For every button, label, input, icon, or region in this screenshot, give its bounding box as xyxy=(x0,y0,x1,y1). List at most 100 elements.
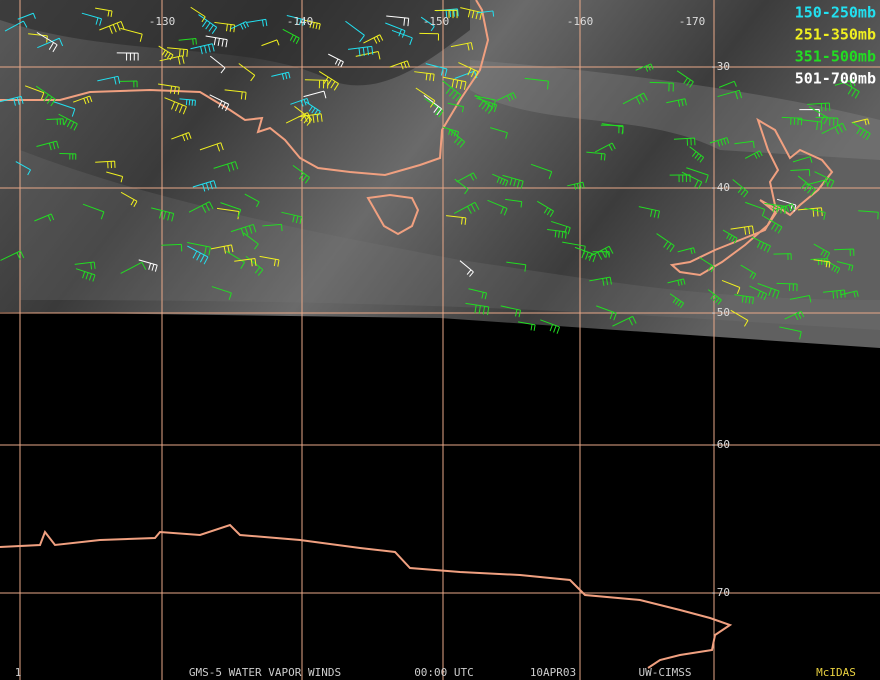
wind-barb xyxy=(635,63,654,72)
wind-barb xyxy=(730,225,755,235)
wind-barb xyxy=(72,95,93,105)
wind-barb xyxy=(220,202,242,217)
antarctica-coast xyxy=(0,523,733,669)
footer-source: UW-CIMSS xyxy=(639,666,692,679)
wind-barb xyxy=(292,164,310,184)
wind-barb xyxy=(638,206,660,219)
wind-barb xyxy=(524,77,549,90)
wind-barb xyxy=(28,33,48,43)
wind-barb xyxy=(447,102,465,113)
wind-barb xyxy=(699,257,715,273)
wind-barb xyxy=(530,163,553,180)
footer-date: 10APR03 xyxy=(530,666,576,679)
wind-barb xyxy=(458,62,479,79)
wind-barb xyxy=(442,80,462,102)
wind-barb xyxy=(775,203,795,214)
wind-barb xyxy=(238,63,256,82)
wind-barb xyxy=(328,53,344,68)
wind-barb xyxy=(304,79,329,89)
wind-barb xyxy=(261,39,280,47)
wind-barb xyxy=(839,79,860,99)
wind-barb xyxy=(199,142,224,152)
wind-barb xyxy=(547,229,567,239)
wind-barb xyxy=(285,112,312,124)
wind-barb xyxy=(686,167,709,183)
wind-barb xyxy=(673,137,696,146)
wind-barb xyxy=(722,229,738,244)
wind-barb xyxy=(496,92,517,102)
wind-barb xyxy=(745,201,766,217)
wind-barb xyxy=(773,253,792,260)
water-vapor-imagery xyxy=(0,0,880,348)
wind-barb xyxy=(171,132,192,142)
wind-barb xyxy=(37,37,64,49)
wind-barb xyxy=(318,71,339,91)
wind-barb xyxy=(594,142,616,153)
wind-barb xyxy=(814,171,835,189)
wind-barb xyxy=(205,35,228,48)
wind-barb xyxy=(95,7,113,18)
wind-barb xyxy=(789,295,812,303)
wind-barb xyxy=(676,70,694,88)
wind-barb xyxy=(187,242,211,256)
wind-barb xyxy=(540,319,561,334)
nz-south-island xyxy=(669,199,780,277)
wind-barb xyxy=(732,179,749,198)
wind-barb xyxy=(500,305,522,318)
wind-barb xyxy=(776,282,798,292)
wind-barb xyxy=(95,160,116,169)
wind-barb xyxy=(454,178,469,195)
footer-software: McIDAS xyxy=(816,666,856,679)
wind-barb xyxy=(443,76,467,90)
legend-entry: 351-500mb xyxy=(795,48,876,66)
wind-barb xyxy=(721,279,741,294)
wind-barb xyxy=(179,98,196,106)
wind-barb xyxy=(851,118,870,126)
wind-barb xyxy=(348,45,374,57)
wind-barb xyxy=(667,278,686,287)
wind-barb xyxy=(35,85,56,107)
wind-barb xyxy=(161,243,183,252)
longitude-label: -150 xyxy=(423,15,450,28)
wind-barb xyxy=(492,173,509,187)
wind-barb xyxy=(707,289,722,305)
wind-barb xyxy=(717,89,743,100)
wind-barb xyxy=(813,243,831,259)
wind-barb xyxy=(601,123,624,135)
wind-barb xyxy=(151,207,175,222)
wind-barb xyxy=(345,20,365,43)
wind-barb xyxy=(59,153,77,160)
wind-barb xyxy=(656,233,675,253)
wind-barb xyxy=(425,63,448,77)
legend-entry: 501-700mb xyxy=(795,70,876,88)
wind-barb xyxy=(574,246,597,263)
wind-barb xyxy=(681,171,703,190)
latitude-label: -50 xyxy=(710,306,730,319)
wind-barbs xyxy=(0,6,879,340)
wind-barb xyxy=(744,150,763,159)
longitude-label: -140 xyxy=(287,15,314,28)
wind-barb xyxy=(446,215,467,225)
wind-barb xyxy=(781,116,803,126)
grid-labels: -130 -140 -150 -160 -170 -30 -40 -50 -60… xyxy=(149,15,730,599)
wind-barb xyxy=(15,161,31,176)
wind-barb xyxy=(245,255,264,276)
wind-barb xyxy=(804,207,826,220)
wind-barb xyxy=(751,236,771,253)
wind-barb xyxy=(734,140,755,148)
wind-barb xyxy=(476,97,498,113)
wind-barb xyxy=(586,151,606,161)
wind-barb xyxy=(120,261,147,274)
wind-barb xyxy=(385,22,406,38)
wind-barb xyxy=(209,94,230,112)
wind-barb xyxy=(190,6,206,23)
legend-entry: 150-250mb xyxy=(795,4,876,22)
latitude-label: -30 xyxy=(710,60,730,73)
wind-barb xyxy=(821,122,847,135)
wind-barb xyxy=(423,95,442,116)
wind-barb xyxy=(198,14,218,34)
wind-barb xyxy=(290,97,310,107)
wind-barb xyxy=(386,15,410,27)
wind-barb xyxy=(459,260,474,277)
longitude-label: -160 xyxy=(567,15,594,28)
